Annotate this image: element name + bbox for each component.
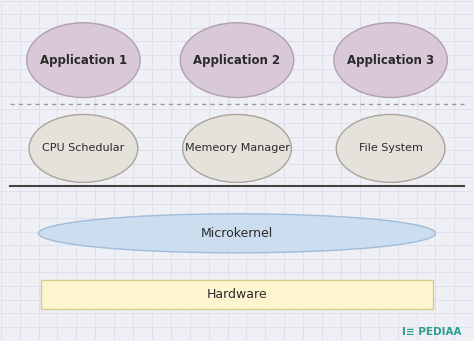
Ellipse shape: [334, 23, 447, 98]
Text: File System: File System: [359, 144, 422, 153]
Ellipse shape: [27, 23, 140, 98]
Text: Application 2: Application 2: [193, 54, 281, 66]
Text: CPU Schedular: CPU Schedular: [42, 144, 125, 153]
Text: Hardware: Hardware: [207, 288, 267, 301]
FancyBboxPatch shape: [41, 280, 433, 309]
Text: Microkernel: Microkernel: [201, 227, 273, 240]
Text: Application 3: Application 3: [347, 54, 434, 66]
Ellipse shape: [182, 115, 292, 182]
Ellipse shape: [29, 115, 138, 182]
Ellipse shape: [180, 23, 294, 98]
Text: Memeory Manager: Memeory Manager: [184, 144, 290, 153]
Text: Application 1: Application 1: [40, 54, 127, 66]
Ellipse shape: [336, 115, 445, 182]
Ellipse shape: [38, 214, 436, 253]
Text: I≡ PEDIAA: I≡ PEDIAA: [402, 327, 462, 337]
